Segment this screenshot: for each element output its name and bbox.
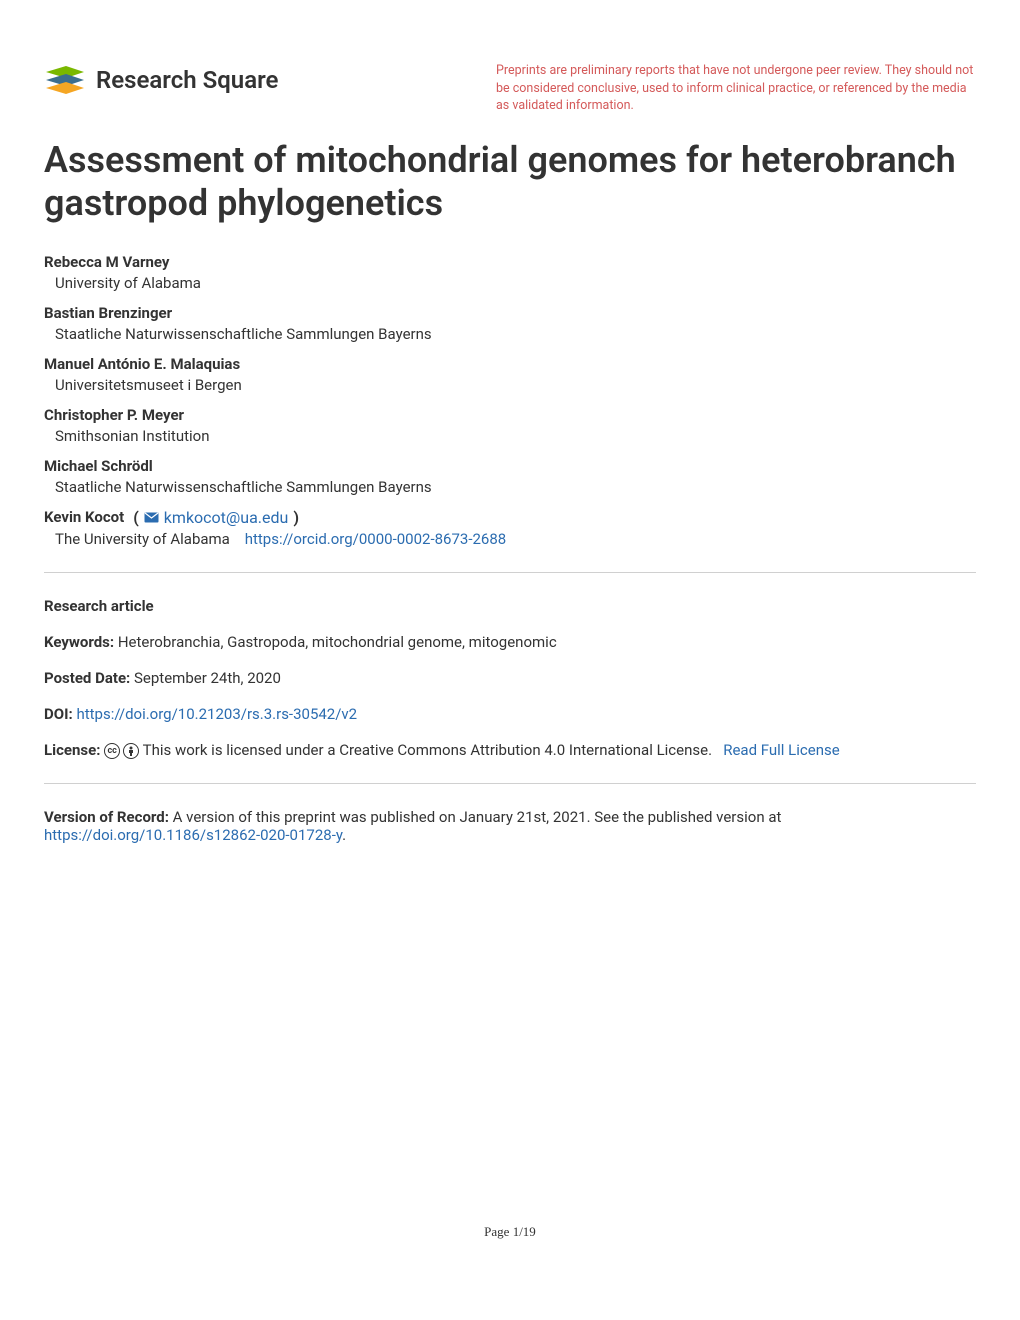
author-entry: Manuel António E. Malaquias Universitets… [44, 355, 976, 394]
author-entry: Bastian Brenzinger Staatliche Naturwisse… [44, 304, 976, 343]
license-line: License: cc This work is licensed under … [44, 741, 976, 759]
author-affiliation: University of Alabama [44, 271, 976, 292]
page-indicator: Page 1/19 [44, 1224, 976, 1240]
period: . [342, 826, 346, 844]
by-icon [123, 743, 139, 759]
posted-date-value: September 24th, 2020 [134, 669, 281, 687]
doi-label: DOI: [44, 705, 73, 723]
cc-icon: cc [104, 743, 120, 759]
version-url-link[interactable]: https://doi.org/10.1186/s12862-020-01728… [44, 826, 342, 844]
logo: Research Square [44, 60, 278, 100]
article-type: Research article [44, 597, 976, 615]
version-label: Version of Record: [44, 808, 169, 826]
logo-text: Research Square [96, 66, 278, 94]
license-text: This work is licensed under a Creative C… [143, 741, 712, 759]
license-label: License: [44, 741, 100, 759]
author-name: Manuel António E. Malaquias [44, 355, 976, 373]
author-affiliation: Staatliche Naturwissenschaftliche Sammlu… [44, 322, 976, 343]
keywords-line: Keywords: Heterobranchia, Gastropoda, mi… [44, 633, 976, 651]
read-full-license-link[interactable]: Read Full License [723, 741, 839, 759]
author-name: Michael Schrödl [44, 457, 976, 475]
orcid-link[interactable]: https://orcid.org/0000-0002-8673-2688 [245, 530, 506, 548]
preprint-disclaimer: Preprints are preliminary reports that h… [496, 60, 976, 115]
research-square-logo-icon [44, 60, 86, 100]
author-affiliation: Universitetsmuseet i Bergen [44, 373, 976, 394]
open-paren: ( [129, 508, 139, 527]
posted-date-line: Posted Date: September 24th, 2020 [44, 669, 976, 687]
version-text: A version of this preprint was published… [173, 808, 782, 826]
author-affiliation: Smithsonian Institution [44, 424, 976, 445]
author-affiliation: Staatliche Naturwissenschaftliche Sammlu… [44, 475, 976, 496]
author-name: Kevin Kocot [44, 508, 124, 526]
divider [44, 783, 976, 784]
email-icon [144, 511, 159, 523]
version-of-record-line: Version of Record: A version of this pre… [44, 808, 976, 844]
keywords-label: Keywords: [44, 633, 114, 651]
author-entry: Michael Schrödl Staatliche Naturwissensc… [44, 457, 976, 496]
close-paren: ) [293, 508, 299, 527]
authors-list: Rebecca M Varney University of Alabama B… [44, 253, 976, 548]
header-row: Research Square Preprints are preliminar… [44, 60, 976, 115]
doi-line: DOI: https://doi.org/10.21203/rs.3.rs-30… [44, 705, 976, 723]
cc-icons: cc [104, 743, 139, 759]
doi-link[interactable]: https://doi.org/10.21203/rs.3.rs-30542/v… [76, 705, 357, 723]
author-affiliation: The University of Alabama [55, 530, 230, 548]
author-name: Rebecca M Varney [44, 253, 976, 271]
corresponding-email-link[interactable]: kmkocot@ua.edu [164, 508, 289, 527]
paper-title: Assessment of mitochondrial genomes for … [44, 139, 976, 225]
author-entry: Christopher P. Meyer Smithsonian Institu… [44, 406, 976, 445]
keywords-value: Heterobranchia, Gastropoda, mitochondria… [118, 633, 557, 651]
corresponding-author-entry: Kevin Kocot ( kmkocot@ua.edu ) The Unive… [44, 508, 976, 548]
author-name: Christopher P. Meyer [44, 406, 976, 424]
divider [44, 572, 976, 573]
author-entry: Rebecca M Varney University of Alabama [44, 253, 976, 292]
posted-date-label: Posted Date: [44, 669, 130, 687]
author-name: Bastian Brenzinger [44, 304, 976, 322]
